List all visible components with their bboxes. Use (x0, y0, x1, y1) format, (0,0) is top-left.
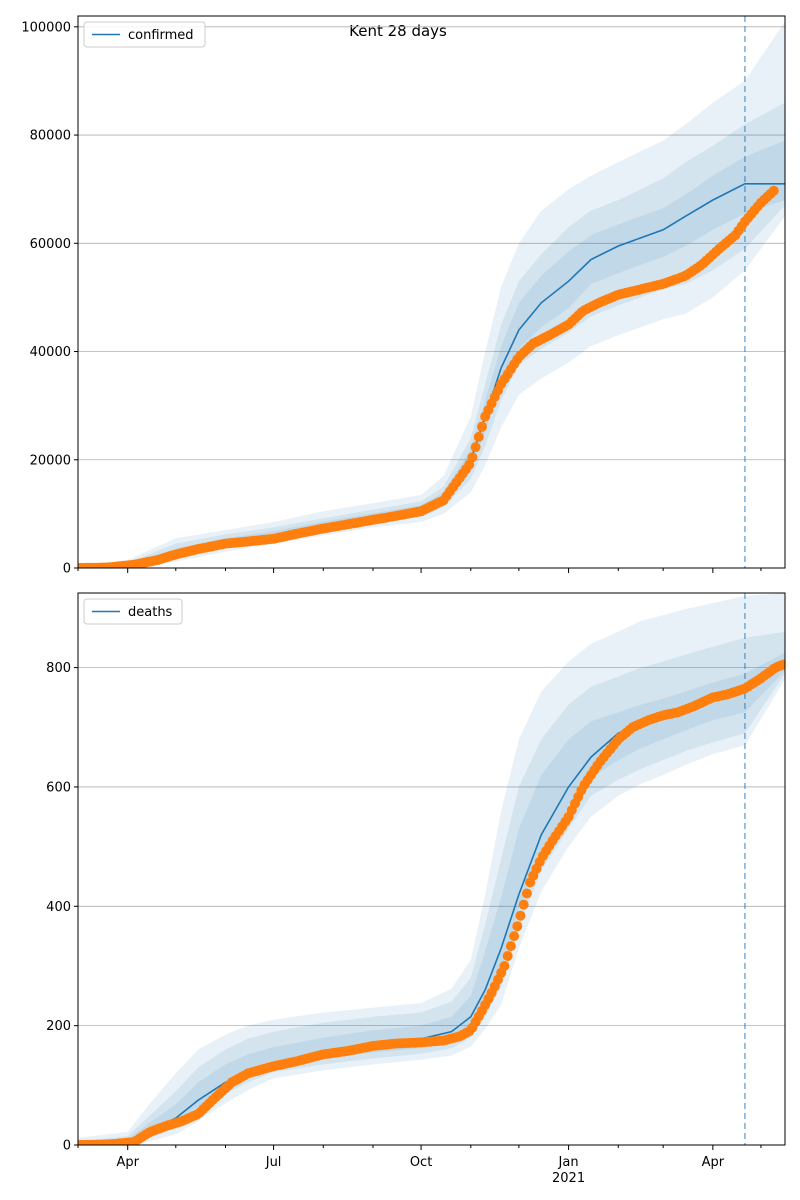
observed-point (515, 910, 526, 921)
y-tick-label: 0 (63, 562, 71, 577)
y-tick-label: 20000 (30, 453, 71, 468)
confirmed-chart: 0 20000 40000 60000 80000 100000 confirmed (21, 15, 786, 577)
x-tick-label: Oct (410, 1155, 432, 1170)
observed-point (509, 931, 520, 942)
uncertainty-band-2 (78, 102, 785, 568)
legend: confirmed (83, 21, 206, 48)
legend-label: deaths (128, 605, 173, 620)
uncertainty-band-2 (78, 631, 785, 1145)
observed-point (521, 888, 532, 899)
x-year-label: 2021 (552, 1171, 585, 1186)
observed-point (467, 452, 478, 463)
x-tick-label: Jan (558, 1155, 579, 1170)
axes-frame (77, 15, 786, 569)
y-tick-label: 40000 (30, 345, 71, 360)
uncertainty-band-1 (78, 593, 785, 1145)
x-tick-label: Jul (265, 1155, 282, 1170)
legend: deaths (83, 598, 183, 625)
legend-label: confirmed (128, 28, 194, 43)
legend-box (83, 598, 183, 625)
observed-point (477, 421, 487, 432)
y-tick-label: 100000 (21, 20, 71, 35)
observed-point (502, 951, 513, 961)
x-tick-label: Apr (116, 1155, 139, 1170)
observed-point (778, 659, 785, 670)
uncertainty-band-1 (78, 21, 785, 568)
observed-point (512, 921, 523, 932)
x-tick-label: Apr (702, 1155, 725, 1170)
y-tick-label: 0 (63, 1139, 71, 1154)
axes-frame (77, 592, 786, 1146)
deaths-chart: 0 200 400 600 800 Apr Jul Oct Jan Apr 2021 deaths (46, 592, 786, 1186)
y-tick-label: 60000 (30, 237, 71, 252)
observed-point (473, 431, 484, 442)
y-tick-label: 600 (46, 780, 71, 795)
observed-point (470, 442, 481, 453)
plot-area (78, 16, 785, 568)
uncertainty-band-3 (78, 140, 785, 568)
y-tick-label: 200 (46, 1019, 71, 1034)
observed-series (78, 185, 779, 568)
observed-point (518, 899, 529, 910)
observed-series (78, 659, 785, 1145)
plot-area (78, 593, 785, 1145)
observed-point (768, 185, 779, 196)
y-tick-label: 400 (46, 900, 71, 915)
y-tick-label: 800 (46, 661, 71, 676)
figure-title: Kent 28 days (349, 22, 447, 40)
observed-point (505, 941, 516, 952)
y-tick-label: 80000 (30, 129, 71, 144)
observed-point (499, 961, 510, 971)
legend-box (83, 21, 206, 48)
